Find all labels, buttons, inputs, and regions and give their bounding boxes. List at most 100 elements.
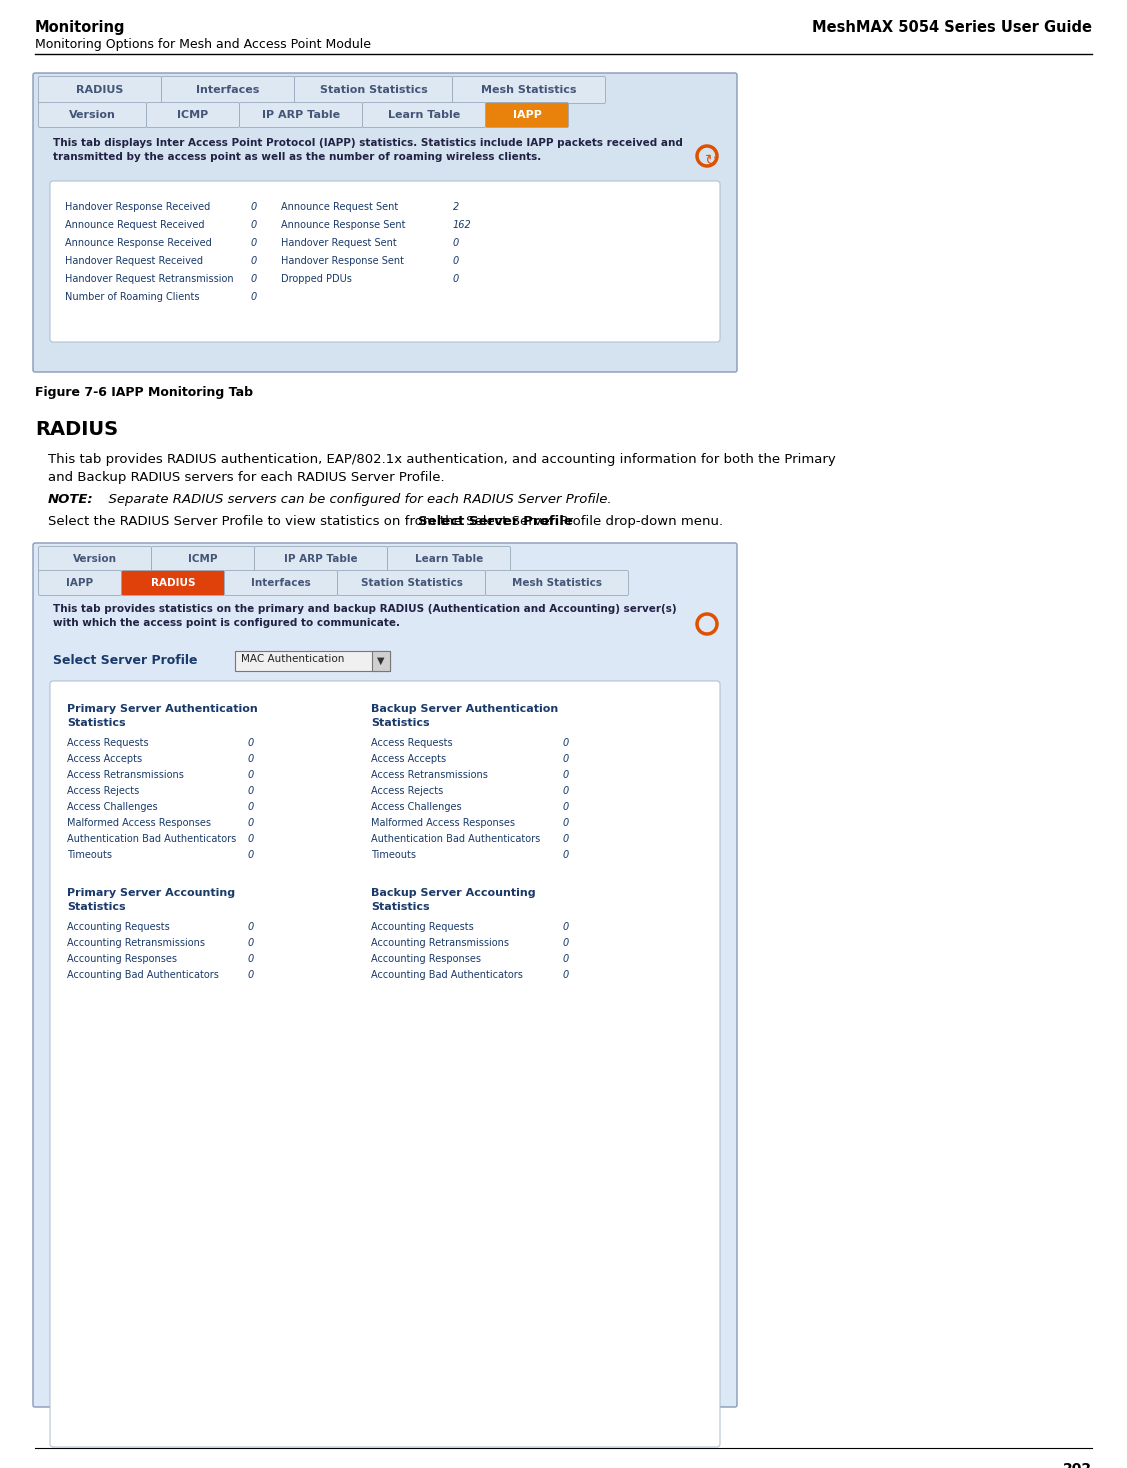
FancyBboxPatch shape (33, 73, 737, 371)
Text: 0: 0 (248, 802, 255, 812)
Text: This tab displays Inter Access Point Protocol (IAPP) statistics. Statistics incl: This tab displays Inter Access Point Pro… (53, 138, 683, 161)
Text: Primary Server Authentication: Primary Server Authentication (66, 705, 258, 713)
Text: Accounting Responses: Accounting Responses (66, 954, 177, 964)
Text: Accounting Requests: Accounting Requests (371, 922, 473, 932)
Bar (372, 650, 390, 671)
Text: and Backup RADIUS servers for each RADIUS Server Profile.: and Backup RADIUS servers for each RADIU… (48, 471, 445, 484)
Text: Access Retransmissions: Access Retransmissions (66, 771, 184, 780)
FancyBboxPatch shape (486, 103, 568, 128)
Text: 2: 2 (453, 203, 459, 211)
Text: 0: 0 (251, 220, 257, 230)
Text: IAPP: IAPP (513, 110, 541, 120)
Text: Backup Server Accounting: Backup Server Accounting (371, 888, 535, 898)
Text: RADIUS: RADIUS (151, 578, 195, 589)
Text: Accounting Bad Authenticators: Accounting Bad Authenticators (66, 970, 219, 981)
Text: 0: 0 (248, 738, 255, 749)
Text: RADIUS: RADIUS (77, 85, 124, 95)
Text: Announce Response Sent: Announce Response Sent (281, 220, 406, 230)
Text: 0: 0 (251, 275, 257, 283)
Text: Access Requests: Access Requests (371, 738, 453, 749)
Text: Accounting Responses: Accounting Responses (371, 954, 481, 964)
Text: 0: 0 (564, 970, 569, 981)
Text: Dropped PDUs: Dropped PDUs (281, 275, 352, 283)
FancyBboxPatch shape (337, 571, 486, 596)
Text: 0: 0 (248, 771, 255, 780)
Text: Mesh Statistics: Mesh Statistics (481, 85, 577, 95)
FancyBboxPatch shape (161, 76, 294, 104)
FancyBboxPatch shape (38, 571, 122, 596)
Text: ICMP: ICMP (188, 553, 218, 564)
Text: Access Retransmissions: Access Retransmissions (371, 771, 488, 780)
FancyBboxPatch shape (38, 546, 151, 571)
Text: NOTE:: NOTE: (48, 493, 94, 506)
Text: Access Accepts: Access Accepts (66, 755, 142, 763)
Text: 0: 0 (453, 238, 459, 248)
Text: IAPP: IAPP (66, 578, 94, 589)
Text: Select Server Profile: Select Server Profile (53, 655, 197, 666)
Text: 0: 0 (564, 755, 569, 763)
FancyBboxPatch shape (50, 181, 720, 342)
Text: Access Rejects: Access Rejects (66, 785, 140, 796)
Text: Monitoring: Monitoring (35, 21, 125, 35)
Text: 0: 0 (564, 834, 569, 844)
Text: Station Statistics: Station Statistics (320, 85, 427, 95)
Text: 0: 0 (564, 785, 569, 796)
FancyBboxPatch shape (38, 103, 147, 128)
Text: ICMP: ICMP (177, 110, 208, 120)
FancyBboxPatch shape (240, 103, 363, 128)
Text: Access Challenges: Access Challenges (371, 802, 462, 812)
Text: 0: 0 (248, 850, 255, 860)
FancyBboxPatch shape (255, 546, 388, 571)
Text: This tab provides RADIUS authentication, EAP/802.1x authentication, and accounti: This tab provides RADIUS authentication,… (48, 454, 836, 465)
Text: Separate RADIUS servers can be configured for each RADIUS Server Profile.: Separate RADIUS servers can be configure… (100, 493, 612, 506)
Text: 0: 0 (564, 738, 569, 749)
Text: Station Statistics: Station Statistics (361, 578, 462, 589)
Text: 0: 0 (251, 255, 257, 266)
FancyBboxPatch shape (33, 543, 737, 1406)
Text: Select Server Profile: Select Server Profile (418, 515, 573, 528)
Text: 0: 0 (251, 292, 257, 302)
FancyBboxPatch shape (147, 103, 240, 128)
Text: 0: 0 (248, 834, 255, 844)
Text: 0: 0 (564, 818, 569, 828)
Text: This tab provides statistics on the primary and backup RADIUS (Authentication an: This tab provides statistics on the prim… (53, 603, 676, 628)
Text: Handover Response Sent: Handover Response Sent (281, 255, 403, 266)
FancyBboxPatch shape (38, 76, 161, 104)
Text: Authentication Bad Authenticators: Authentication Bad Authenticators (371, 834, 540, 844)
Text: Number of Roaming Clients: Number of Roaming Clients (65, 292, 199, 302)
Text: Timeouts: Timeouts (66, 850, 112, 860)
Text: Mesh Statistics: Mesh Statistics (512, 578, 602, 589)
Text: ▼: ▼ (378, 656, 384, 666)
Text: Learn Table: Learn Table (388, 110, 460, 120)
Text: 0: 0 (248, 938, 255, 948)
Text: Statistics: Statistics (66, 901, 125, 912)
Text: 0: 0 (564, 954, 569, 964)
Text: Interfaces: Interfaces (251, 578, 311, 589)
Text: ↻: ↻ (704, 153, 718, 167)
Text: 0: 0 (248, 954, 255, 964)
Text: Interfaces: Interfaces (196, 85, 259, 95)
Text: Access Accepts: Access Accepts (371, 755, 446, 763)
Text: 0: 0 (251, 203, 257, 211)
Text: 0: 0 (564, 802, 569, 812)
Text: Accounting Retransmissions: Accounting Retransmissions (66, 938, 205, 948)
Text: 0: 0 (248, 755, 255, 763)
Text: 0: 0 (564, 938, 569, 948)
Text: Version: Version (69, 110, 116, 120)
Text: Access Challenges: Access Challenges (66, 802, 158, 812)
Text: MeshMAX 5054 Series User Guide: MeshMAX 5054 Series User Guide (811, 21, 1092, 35)
Text: 0: 0 (248, 818, 255, 828)
Text: 0: 0 (251, 238, 257, 248)
Text: 0: 0 (248, 922, 255, 932)
Text: Learn Table: Learn Table (415, 553, 483, 564)
Text: Statistics: Statistics (66, 718, 125, 728)
Bar (236, 650, 390, 671)
FancyBboxPatch shape (50, 681, 720, 1447)
Text: Accounting Retransmissions: Accounting Retransmissions (371, 938, 509, 948)
Text: 0: 0 (248, 970, 255, 981)
Text: Primary Server Accounting: Primary Server Accounting (66, 888, 236, 898)
Text: Announce Request Sent: Announce Request Sent (281, 203, 398, 211)
Text: Accounting Requests: Accounting Requests (66, 922, 170, 932)
Text: 162: 162 (453, 220, 472, 230)
Text: Figure 7-6 IAPP Monitoring Tab: Figure 7-6 IAPP Monitoring Tab (35, 386, 252, 399)
